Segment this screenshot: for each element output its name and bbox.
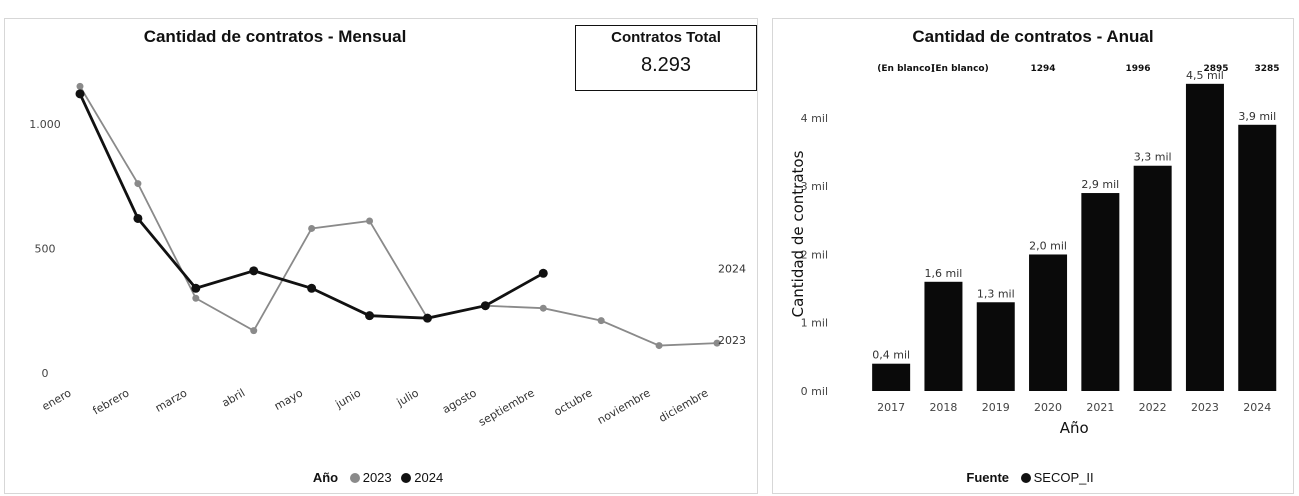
top-label: 2895 xyxy=(1203,64,1228,74)
data-point-2024 xyxy=(365,311,375,321)
data-point-2024 xyxy=(249,266,259,276)
monthly-chart-panel: Cantidad de contratos - Mensual Contrato… xyxy=(4,18,758,494)
monthly-legend: Año 2023 2024 xyxy=(5,470,757,485)
total-contracts-value: 8.293 xyxy=(640,54,692,76)
bar-2023 xyxy=(1185,83,1224,392)
legend-entry-2024[interactable]: 2024 xyxy=(401,470,443,485)
y-tick-label: 4 mil xyxy=(801,112,828,125)
x-tick-label: abril xyxy=(220,386,248,409)
data-point-2024 xyxy=(75,89,85,99)
legend-entry-secop[interactable]: SECOP_II xyxy=(1020,470,1094,485)
data-point-2024 xyxy=(307,283,317,293)
x-tick-label: junio xyxy=(332,386,363,411)
x-tick-label: octubre xyxy=(552,386,595,418)
bar-2019 xyxy=(976,302,1015,391)
monthly-legend-title: Año xyxy=(312,470,339,485)
monthly-chart-title: Cantidad de contratos - Mensual xyxy=(143,27,407,46)
data-point-2023 xyxy=(713,339,721,347)
data-point-2024 xyxy=(480,301,490,311)
bar-2024 xyxy=(1238,124,1277,392)
x-tick-label: 2019 xyxy=(982,401,1010,414)
data-point-2023 xyxy=(597,317,605,325)
data-point-2023 xyxy=(308,224,316,232)
x-tick-label: 2020 xyxy=(1034,401,1062,414)
x-tick-label: 2021 xyxy=(1086,401,1114,414)
bar-2020 xyxy=(1029,254,1068,391)
x-tick-label: julio xyxy=(394,386,421,409)
annual-bar-chart: 0 mil 1 mil 2 mil 3 mil 4 mil 0,4 mil 2017 1,6 … xyxy=(789,64,1280,437)
annual-legend: Fuente SECOP_II xyxy=(773,470,1293,485)
data-point-2024 xyxy=(422,313,432,323)
y-tick-label: 1.000 xyxy=(29,118,61,131)
y-tick-label: 0 mil xyxy=(801,385,828,398)
top-label: (En blanco) xyxy=(931,64,988,74)
x-tick-label: agosto xyxy=(440,386,479,416)
top-label: 1996 xyxy=(1125,64,1150,74)
y-tick-label: 1 mil xyxy=(801,317,828,330)
bar-2021 xyxy=(1081,193,1120,391)
annual-chart-panel: Cantidad de contratos - Anual 0 mil 1 mil… xyxy=(772,18,1294,494)
data-point-2023 xyxy=(134,180,142,188)
data-point-2023 xyxy=(192,294,200,302)
bar-value-label: 2,9 mil xyxy=(1081,178,1119,191)
legend-dot-2024-icon xyxy=(401,473,412,483)
bar-value-label: 3,3 mil xyxy=(1134,151,1172,164)
series-line-2023 xyxy=(79,85,718,347)
legend-label-secop: SECOP_II xyxy=(1033,470,1094,485)
legend-entry-2023[interactable]: 2023 xyxy=(349,470,392,485)
data-point-2024 xyxy=(133,213,143,223)
bar-2017 xyxy=(872,363,911,391)
x-tick-label: noviembre xyxy=(595,386,653,427)
monthly-line-chart: 0 500 1.000 enero febrero marzo abril mayo junio… xyxy=(29,82,746,429)
x-tick-label: 2022 xyxy=(1139,401,1167,414)
total-contracts-card: Contratos Total 8.293 xyxy=(575,25,757,91)
bar-value-label: 4,5 mil xyxy=(1186,69,1224,82)
x-tick-label: diciembre xyxy=(657,386,711,425)
y-tick-label: 500 xyxy=(35,242,56,255)
legend-label-2023: 2023 xyxy=(362,470,392,485)
x-tick-label: mayo xyxy=(272,386,305,413)
top-label: 1294 xyxy=(1030,64,1055,74)
data-point-2024 xyxy=(191,283,201,293)
bar-2018 xyxy=(924,281,963,391)
x-tick-label: enero xyxy=(40,386,74,413)
bar-value-label: 3,9 mil xyxy=(1238,110,1276,123)
bar-value-label: 1,6 mil xyxy=(925,267,963,280)
x-tick-label: marzo xyxy=(153,386,190,415)
x-tick-label: 2018 xyxy=(929,401,957,414)
legend-dot-2023-icon xyxy=(349,473,360,483)
annual-legend-title: Fuente xyxy=(966,470,1010,485)
y-tick-label: 0 xyxy=(42,367,49,380)
data-point-2023 xyxy=(250,327,258,335)
top-label: 3285 xyxy=(1254,64,1279,74)
x-tick-label: febrero xyxy=(91,386,132,417)
data-point-2024 xyxy=(538,268,548,278)
legend-dot-secop-icon xyxy=(1020,473,1031,483)
x-tick-label: septiembre xyxy=(476,386,537,429)
total-contracts-label: Contratos Total xyxy=(611,29,721,46)
series-end-label-2023: 2023 xyxy=(718,334,746,347)
bar-value-label: 1,3 mil xyxy=(977,287,1015,300)
y-axis-title: Cantidad de contratos xyxy=(789,150,807,317)
x-tick-label: 2023 xyxy=(1191,401,1219,414)
annual-chart-title: Cantidad de contratos - Anual xyxy=(912,27,1154,46)
data-point-2023 xyxy=(366,217,374,225)
data-point-2023 xyxy=(655,342,663,350)
bar-2022 xyxy=(1133,165,1172,391)
top-label: (En blanco) xyxy=(877,64,934,74)
y-tick-label: 3 mil xyxy=(801,180,828,193)
data-point-2023 xyxy=(76,82,84,90)
x-axis-title: Año xyxy=(1060,419,1089,437)
bar-value-label: 0,4 mil xyxy=(872,349,910,362)
x-tick-label: 2017 xyxy=(877,401,905,414)
y-tick-label: 2 mil xyxy=(801,248,828,261)
legend-label-2024: 2024 xyxy=(414,470,444,485)
bar-value-label: 2,0 mil xyxy=(1029,239,1067,252)
data-point-2023 xyxy=(539,304,547,312)
x-tick-label: 2024 xyxy=(1243,401,1271,414)
series-end-label-2024: 2024 xyxy=(718,262,746,275)
